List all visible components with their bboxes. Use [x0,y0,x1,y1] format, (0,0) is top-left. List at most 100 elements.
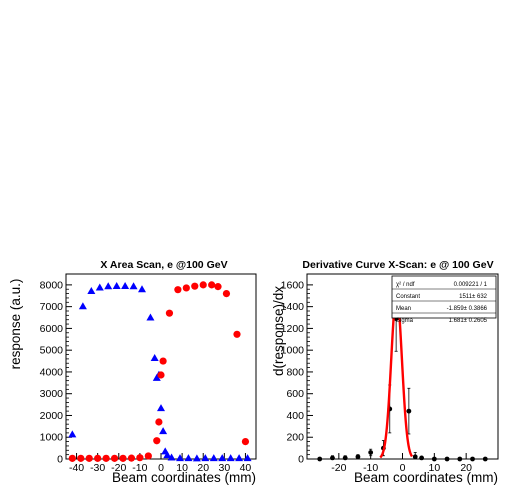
circle-marker [165,309,174,317]
stats-sigma-name: Sigma [396,318,414,324]
y-axis: 0 200 400 600 800 1000 1200 1400 1600 [281,279,313,466]
circle-marker [419,455,424,461]
y-tick-label: 800 [286,366,304,378]
x-tick-label: 0 [400,462,406,474]
y-tick-label: 1400 [281,301,305,313]
y-tick-label: 1000 [281,345,305,357]
triangle-marker [226,454,235,462]
area-scan-panel: X Area Scan, e @100 GeV 0100020003000400… [8,259,257,485]
circle-marker [241,437,250,446]
y-tick-label: 7000 [40,301,64,313]
x-tick-label: -10 [363,462,378,474]
circle-marker [94,454,102,462]
triangle-marker [138,285,146,293]
circle-marker [159,357,167,365]
stats-constant-value: 1511± 632 [459,294,488,300]
y-tick-label: 4000 [40,366,64,378]
circle-marker [222,289,231,298]
stats-chi2-name: χ² / ndf [396,282,415,288]
circle-marker [412,454,418,460]
circle-marker [214,283,222,291]
triangle-marker [104,282,113,290]
x-tick-label: 20 [460,462,472,474]
circle-marker [119,454,127,462]
triangle-marker [146,313,155,321]
circle-marker [444,456,450,462]
triangle-marker [159,427,168,435]
circle-marker [85,454,93,462]
circle-marker [102,454,110,462]
triangle-marker [167,453,176,461]
triangle-marker [112,281,121,289]
circle-marker [330,455,335,461]
x-tick-label: 30 [218,462,230,474]
y-tick-label: 1200 [281,323,305,335]
circle-marker [157,371,165,379]
derivative-panel: Derivative Curve X-Scan: e @ 100 GeV 0 20… [271,259,499,485]
y-tick-label: 6000 [40,323,64,335]
x-tick-label: -30 [90,462,105,474]
triangle-marker [121,281,130,289]
x-tick-label: -20 [111,462,126,474]
triangle-marker [243,454,252,462]
x-axis: -40 -30 -20 -10 0 10 20 30 40 [69,453,251,474]
circle-marker [68,454,76,462]
circle-marker [317,456,323,462]
y-axis-label: response (a.u.) [8,279,23,370]
circle-marker [355,454,361,460]
y-tick-label: 1600 [281,279,305,291]
stats-constant-name: Constant [396,294,420,300]
triangle-marker [176,454,184,462]
triangle-marker [184,454,193,462]
circle-marker [406,408,412,414]
triangle-marker [129,282,138,290]
y-tick-label: 200 [286,432,304,444]
x-axis-label: Beam coordinates (mm) [112,470,256,485]
circle-marker [155,418,163,426]
triangle-marker [209,454,218,462]
y-tick-label: 0 [298,454,304,466]
circle-marker [457,456,463,462]
y-tick-label: 1000 [40,432,64,444]
y-axis-label: d(response)/dx [271,286,286,376]
y-tick-label: 0 [57,454,63,466]
triangle-marker [218,454,227,462]
y-tick-label: 600 [286,388,304,400]
data-points [68,281,252,462]
y-tick-label: 400 [286,410,304,422]
stats-mean-name: Mean [396,306,411,312]
circle-marker [368,450,374,455]
x-tick-label: 10 [176,462,188,474]
circle-marker [199,281,207,289]
stats-mean-value: -1.859± 0.3866 [447,306,488,312]
triangle-marker [235,454,244,462]
triangle-marker [157,404,165,412]
x-axis: -20 -10 0 10 20 [331,453,472,474]
y-tick-label: 5000 [40,345,64,357]
triangle-marker [78,302,87,310]
stats-chi2-value: 0.009221 / 1 [454,282,488,288]
circle-marker [208,281,216,289]
circle-marker [342,455,348,461]
stats-box-frame [391,275,497,319]
x-tick-label: -20 [331,462,346,474]
circle-marker [482,456,488,462]
x-tick-label: -40 [69,462,84,474]
circle-marker [191,282,199,290]
circle-marker [174,286,182,294]
x-axis-label: Beam coordinates (mm) [354,470,498,485]
circle-marker [233,330,241,338]
circle-marker [470,456,475,462]
circle-marker [144,452,152,460]
fit-stats-box: χ² / ndf 0.009221 / 1 Constant 1511± 632… [391,275,497,324]
x-tick-label: 40 [240,462,252,474]
circle-marker [77,454,85,462]
triangle-marker [201,454,210,462]
triangle-marker [68,430,77,438]
stats-sigma-value: 1.681± 0.2605 [449,318,488,324]
y-tick-label: 3000 [40,388,64,400]
y-tick-label: 2000 [40,410,64,422]
circle-marker [110,454,119,462]
x-tick-label: -10 [132,462,147,474]
x-tick-label: 20 [197,462,209,474]
